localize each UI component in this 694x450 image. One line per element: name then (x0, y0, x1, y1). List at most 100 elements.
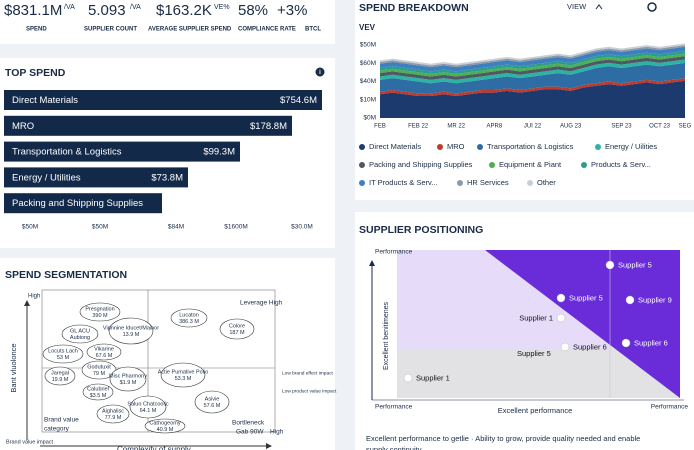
segment-value: 19.9 M (52, 377, 69, 383)
axis-label: $50M (92, 224, 108, 231)
segment-value: 390 M (92, 313, 108, 319)
legend-swatch (359, 180, 365, 186)
segment-bubble (61, 324, 99, 344)
bar-label: Transportation & Logistics (12, 147, 122, 158)
panel-title: SPEND BREAKDOWN (359, 2, 469, 14)
supplier-label: Supplier 9 (638, 295, 672, 304)
supplier-point (556, 293, 566, 303)
supplier-label: Supplier 6 (634, 338, 668, 347)
bar-label: MRO (12, 121, 34, 132)
bar-value: $73.8M (151, 172, 183, 183)
legend-label: IT Products & Serv... (369, 178, 438, 187)
legend-label: Packing and Shipping Supplies (369, 160, 473, 169)
spend-bar (4, 115, 292, 136)
segment-value: 386.3 M (179, 319, 199, 325)
bar-label: Packing and Shipping Supplies (12, 198, 143, 209)
area-layer (380, 80, 685, 118)
segment-name: Vikarine (94, 346, 114, 352)
x-tick-label: SEP 23 (611, 124, 632, 130)
legend-swatch (527, 180, 533, 186)
x-tick-label: SEG (679, 124, 692, 130)
footer-text: supply continuity (366, 445, 422, 450)
legend-swatch (457, 180, 463, 186)
kpi-value: 5.093 (88, 2, 126, 19)
kpi-value: $831.1M (4, 2, 62, 19)
segment-name: Colore (229, 323, 245, 329)
y-tick-label: $0M (363, 115, 376, 122)
supplier-label: Supplier 6 (573, 342, 607, 351)
settings-icon[interactable] (647, 2, 657, 12)
segment-bubble (219, 318, 255, 340)
axis-label: $30.0M (291, 224, 313, 231)
y-tick-label: $10M (360, 96, 376, 103)
annotation: Gab 90W (236, 429, 264, 436)
y-axis-label: Excellent benitimenes (383, 301, 390, 370)
area-layer (380, 62, 685, 94)
bar-label: Direct Materials (12, 95, 78, 106)
supplier-label: Supplier 5 (569, 293, 603, 302)
legend-swatch (359, 144, 365, 150)
axis-label: $50M (22, 224, 38, 231)
panel-title: SUPPLIER POSITIONING (359, 224, 483, 236)
view-dropdown[interactable]: VIEW (567, 2, 587, 11)
axis-label: Performance (375, 404, 413, 411)
supplier-point (625, 295, 635, 305)
segment-bubble (79, 302, 121, 322)
segment-name: Calubriel (87, 386, 109, 392)
y-tick-label: $60M (360, 60, 376, 67)
info-icon[interactable] (315, 67, 325, 77)
segment-value: 64.1 M (140, 408, 157, 414)
kpi-label: BTCL (305, 27, 321, 33)
chevron[interactable] (595, 4, 603, 10)
segment-name: Aighalisc (102, 408, 124, 414)
segment-name: Lucaton (179, 312, 199, 318)
segment-name: Cathogeomy (149, 420, 180, 426)
spend-bar (4, 193, 162, 214)
axis-label: $1600M (224, 224, 248, 231)
legend-swatch (477, 144, 483, 150)
x-tick-label: MR 22 (447, 124, 465, 130)
segment-bubble (170, 308, 208, 328)
segment-value: 77.9 M (105, 415, 122, 421)
segment-value: 53 M (57, 355, 70, 361)
segment-bubble (160, 362, 206, 388)
supplier-label: Supplier 1 (519, 313, 553, 322)
supplier-point (605, 260, 615, 270)
x-tick-label: JUI 22 (524, 124, 542, 130)
segment-value: $3.5 M (90, 393, 107, 399)
segment-value: 53.3 M (175, 376, 192, 382)
bar-value: $99.3M (203, 147, 235, 158)
axis-label: Excellent performance (498, 406, 573, 415)
x-axis-label: Complexity of supply (117, 445, 191, 450)
segment-name: Misc Pharmony (109, 373, 147, 379)
info-glyph: i (319, 70, 321, 76)
bar-label: Energy / Utilities (12, 172, 81, 183)
segment-value: 187 M (229, 330, 245, 336)
kpi-suffix: /VA (64, 4, 75, 11)
kpi-label: SUPPLIER COUNT (84, 27, 137, 33)
segment-value: 40.9 M (157, 427, 174, 433)
segment-name: Asivie (205, 396, 220, 402)
quadrant-fill (485, 250, 680, 398)
segment-name: GL ACU (70, 328, 90, 334)
footer-text: Excellent performance to getlie · Abilit… (366, 434, 640, 443)
segment-bubble (44, 366, 76, 386)
segment-bubble (96, 404, 130, 424)
segment-bubble (194, 390, 230, 414)
supplier-point (403, 373, 413, 383)
y-tick-label: $40M (360, 78, 376, 85)
x-tick-label: AUG 23 (560, 124, 582, 130)
panel-title: SPEND SEGMENTATION (5, 269, 127, 281)
annotation: Bortlleneck (232, 420, 265, 427)
annotation: Brand value (44, 417, 79, 424)
kpi-value: +3% (277, 2, 307, 19)
segment-bubble (144, 418, 186, 434)
kpi-label: COMPLIANCE RATE (238, 27, 296, 33)
area-layer (380, 46, 685, 72)
kpi-label: AVERAGE SUPPLIER SPEND (148, 27, 232, 33)
arrow-head (24, 300, 30, 306)
axis-label: Performance (375, 249, 413, 256)
x-tick-label: APR8 (487, 124, 503, 130)
area-layer (380, 53, 685, 77)
